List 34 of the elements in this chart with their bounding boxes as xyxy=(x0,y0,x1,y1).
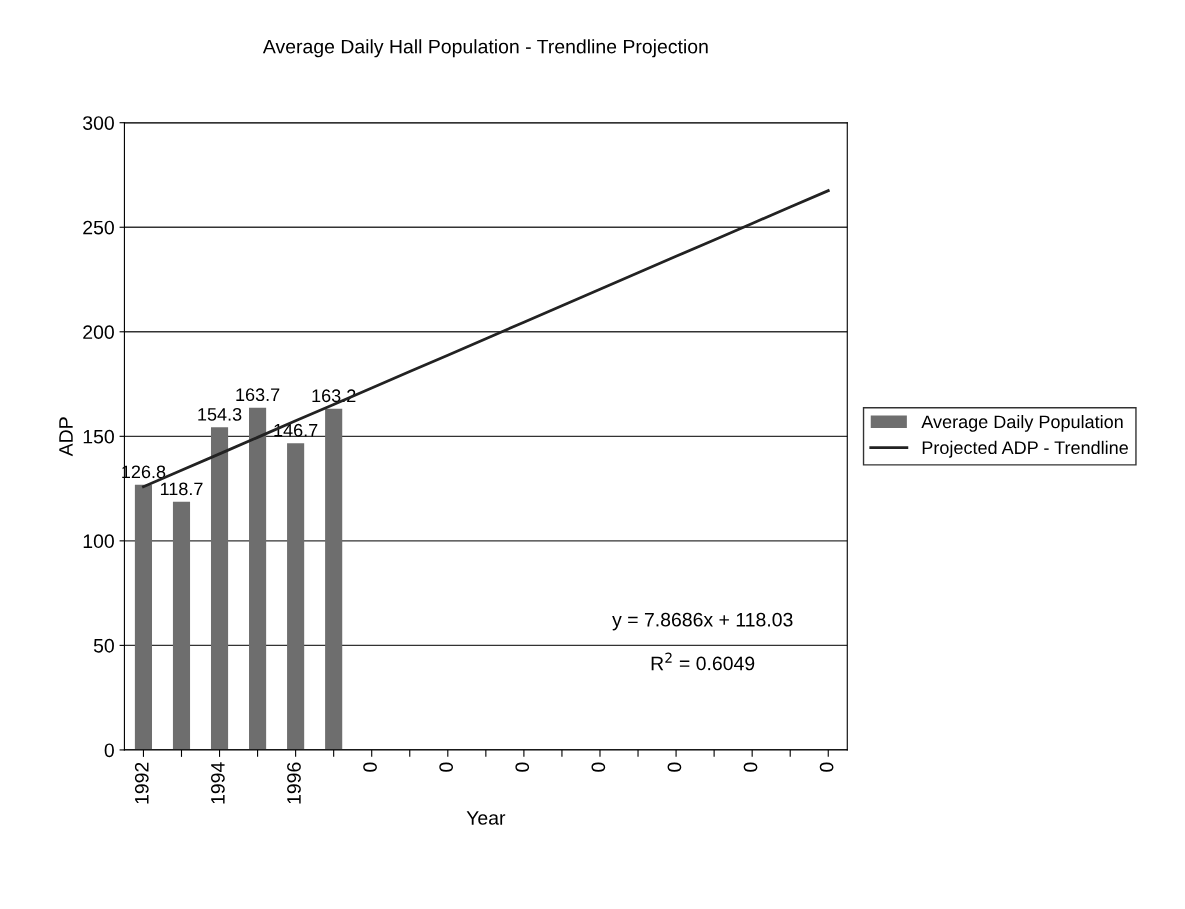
bar xyxy=(172,501,191,750)
y-tick-label: 50 xyxy=(93,638,114,653)
x-tick-label: 1994 xyxy=(210,762,225,804)
legend-label: Projected ADP - Trendline xyxy=(922,440,1128,458)
data-label: 118.7 xyxy=(160,482,203,496)
x-tick-label: 0 xyxy=(515,762,530,772)
annotation: y = 7.8686x + 118.03 xyxy=(612,612,793,631)
data-label: 154.3 xyxy=(198,407,242,421)
y-tick-label: 150 xyxy=(83,429,114,444)
bar xyxy=(249,407,267,750)
x-tick-label: 0 xyxy=(439,762,454,772)
x-tick-label: 0 xyxy=(743,762,758,772)
x-tick-label: 0 xyxy=(591,762,606,772)
bar xyxy=(325,408,343,750)
bar xyxy=(134,484,153,750)
x-axis-title: Year xyxy=(466,811,506,825)
y-axis-title: ADP xyxy=(59,417,73,457)
x-tick-label: 0 xyxy=(819,762,834,772)
bar xyxy=(287,443,305,750)
x-tick-label: 0 xyxy=(363,762,377,772)
x-tick-label: 0 xyxy=(667,762,682,772)
y-tick-label: 300 xyxy=(83,116,114,130)
y-tick-label: 0 xyxy=(104,743,114,758)
data-label: 146.7 xyxy=(274,423,318,437)
y-tick-label: 250 xyxy=(83,220,114,235)
data-label: 163.7 xyxy=(236,388,280,402)
x-tick-label: 1992 xyxy=(134,762,149,804)
y-tick-label: 100 xyxy=(83,534,114,549)
chart-title: Average Daily Hall Population - Trendline Projection xyxy=(262,39,708,58)
bar xyxy=(210,427,229,750)
x-tick-label: 1996 xyxy=(287,762,301,804)
y-tick-label: 200 xyxy=(83,325,114,340)
annotation: R$^{2}$ = 0.6049 xyxy=(651,652,755,671)
legend-label: Average Daily Population xyxy=(921,414,1123,432)
